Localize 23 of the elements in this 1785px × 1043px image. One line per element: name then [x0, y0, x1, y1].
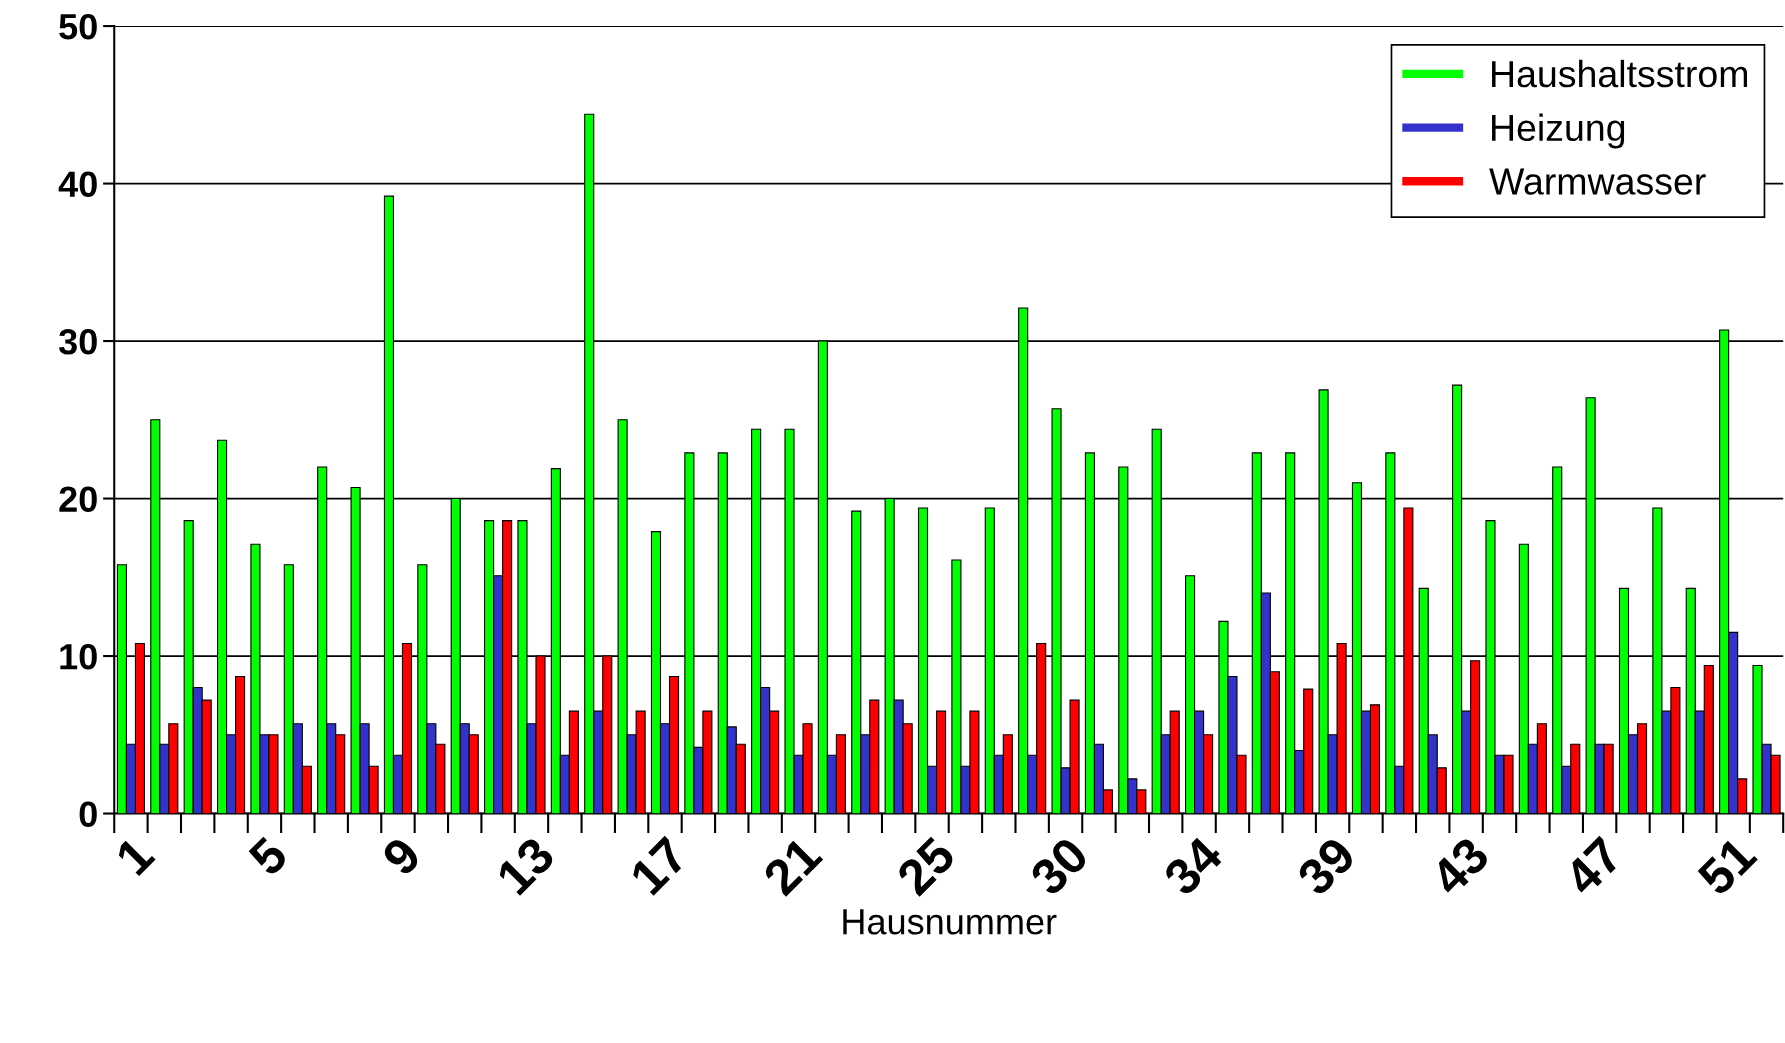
- x-tick-label: 39: [1295, 835, 1358, 898]
- x-tick-label: 21: [761, 834, 824, 897]
- x-tick-label: 51: [1696, 835, 1759, 898]
- x-tick-label: 13: [495, 835, 557, 897]
- legend-label: Haushaltsstrom: [1492, 59, 1747, 88]
- x-tick-label: 9: [380, 835, 423, 878]
- y-tick-label: 50: [59, 13, 97, 40]
- x-tick-label: 34: [1161, 834, 1225, 898]
- legend-label: Warmwasser: [1489, 168, 1706, 195]
- x-tick-label: 43: [1428, 835, 1491, 898]
- y-tick-label: 10: [60, 643, 97, 670]
- x-tick-label: 25: [894, 834, 958, 898]
- x-tick-label: 5: [247, 835, 290, 878]
- y-tick-label: 40: [58, 171, 97, 198]
- x-tick-label: 17: [629, 835, 690, 896]
- legend-label: Heizung: [1492, 113, 1625, 149]
- y-tick-label: 30: [58, 328, 97, 355]
- x-axis-title: Hausnummer: [843, 909, 1057, 935]
- y-tick-label: 0: [79, 801, 97, 827]
- x-tick-label: 1: [114, 835, 156, 877]
- x-tick-label: 47: [1562, 835, 1624, 898]
- y-tick-label: 20: [59, 486, 97, 512]
- x-tick-label: 30: [1027, 835, 1091, 898]
